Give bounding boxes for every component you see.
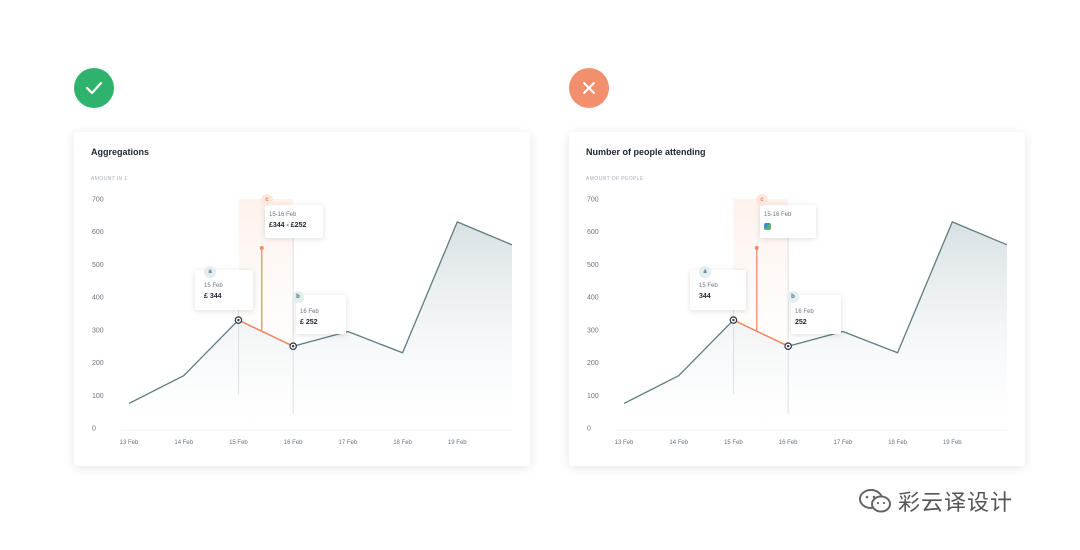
watermark: 彩云译设计 xyxy=(858,485,1013,517)
tooltip-b: b 16 Feb £ 252 xyxy=(292,291,346,334)
tooltip-tag: b xyxy=(292,291,304,303)
area-chart: 700 600 500 400 300 200 100 0 13 Feb 14 Feb 15 Feb… xyxy=(92,197,513,446)
tooltip-value: 252 xyxy=(795,319,807,326)
area-fill xyxy=(129,221,512,428)
x-tick-label: 16 Feb xyxy=(284,440,303,446)
cross-icon xyxy=(583,82,595,94)
y-tick-label: 300 xyxy=(92,327,104,334)
tooltip-date: 16 Feb xyxy=(795,309,814,315)
chart-title: Number of people attending xyxy=(586,147,706,157)
y-tick-label: 100 xyxy=(92,393,104,400)
chart-card-attendance: Number of people attending AMOUNT OF PEO… xyxy=(569,132,1025,466)
tooltip-value: £ 344 xyxy=(204,293,222,300)
y-tick-label: 0 xyxy=(587,426,591,433)
tooltip-value: £344 - £252 xyxy=(269,222,307,229)
series-line xyxy=(623,221,1008,405)
data-point-center xyxy=(237,318,240,322)
y-tick-label: 500 xyxy=(92,262,104,269)
rejected-badge xyxy=(569,68,609,108)
tooltip-a: a 15 Feb £ 344 xyxy=(195,266,253,310)
highlight-segment xyxy=(733,319,789,347)
tooltip-tag: b xyxy=(787,291,799,303)
tooltip-tag: a xyxy=(204,266,216,278)
y-axis-title: AMOUNT OF PEOPLE xyxy=(586,176,644,182)
series-line xyxy=(128,221,513,405)
highlight-segment xyxy=(238,319,294,347)
y-tick-label: 300 xyxy=(587,327,599,334)
tooltip-tag: c xyxy=(756,194,768,206)
x-tick-label: 13 Feb xyxy=(120,440,139,446)
approved-badge xyxy=(74,68,114,108)
y-tick-label: 500 xyxy=(587,262,599,269)
y-tick-label: 100 xyxy=(587,393,599,400)
y-tick-label: 400 xyxy=(587,295,599,302)
watermark-text: 彩云译设计 xyxy=(898,490,1014,515)
x-tick-label: 15 Feb xyxy=(229,440,248,446)
x-tick-label: 18 Feb xyxy=(393,440,412,446)
tooltip-date: 15-16 Feb xyxy=(764,212,792,218)
x-tick-label: 15 Feb xyxy=(724,440,743,446)
tooltip-c: c 15-16 Feb xyxy=(756,194,816,238)
tooltip-c: c 15-16 Feb £344 - £252 xyxy=(261,194,323,238)
y-tick-label: 200 xyxy=(92,360,104,367)
chart-card-aggregations: Aggregations AMOUNT IN £ 700 600 500 400 300… xyxy=(74,132,530,466)
y-tick-label: 600 xyxy=(587,229,599,236)
x-tick-label: 19 Feb xyxy=(448,440,467,446)
x-tick-label: 14 Feb xyxy=(669,440,688,446)
wechat-icon xyxy=(859,489,891,513)
y-tick-label: 700 xyxy=(92,197,104,204)
y-axis-title: AMOUNT IN £ xyxy=(91,176,128,182)
tooltip-date: 16 Feb xyxy=(300,309,319,315)
data-point-center xyxy=(786,345,790,348)
x-tick-label: 19 Feb xyxy=(943,440,962,446)
data-point-center xyxy=(291,345,295,348)
y-tick-label: 600 xyxy=(92,229,104,236)
y-tick-label: 400 xyxy=(92,295,104,302)
tooltip-date: 15 Feb xyxy=(204,283,223,289)
x-tick-label: 18 Feb xyxy=(888,440,907,446)
y-tick-label: 0 xyxy=(92,426,96,433)
data-point-center xyxy=(732,318,735,322)
tooltip-date: 15 Feb xyxy=(699,283,718,289)
people-emoji-icon xyxy=(764,223,771,230)
tooltip-value: £ 252 xyxy=(300,319,318,326)
y-tick-label: 700 xyxy=(587,197,599,204)
area-fill xyxy=(624,221,1007,428)
x-tick-label: 16 Feb xyxy=(779,440,798,446)
tooltip-a: a 15 Feb 344 xyxy=(690,266,746,310)
tooltip-value: 344 xyxy=(699,293,711,300)
x-tick-label: 14 Feb xyxy=(174,440,193,446)
x-tick-label: 17 Feb xyxy=(339,440,358,446)
tooltip-b: b 16 Feb 252 xyxy=(787,291,841,334)
y-tick-label: 200 xyxy=(587,360,599,367)
range-pin-dot xyxy=(754,246,759,250)
range-pin-dot xyxy=(259,246,264,250)
tooltip-tag: c xyxy=(261,194,273,206)
check-icon xyxy=(85,81,103,95)
tooltip-date: 15-16 Feb xyxy=(269,212,297,218)
area-chart: 700 600 500 400 300 200 100 0 13 Feb 14 Feb 15 Feb… xyxy=(587,197,1008,446)
chart-title: Aggregations xyxy=(91,147,150,157)
x-tick-label: 17 Feb xyxy=(834,440,853,446)
x-tick-label: 13 Feb xyxy=(615,440,634,446)
tooltip-tag: a xyxy=(699,266,711,278)
